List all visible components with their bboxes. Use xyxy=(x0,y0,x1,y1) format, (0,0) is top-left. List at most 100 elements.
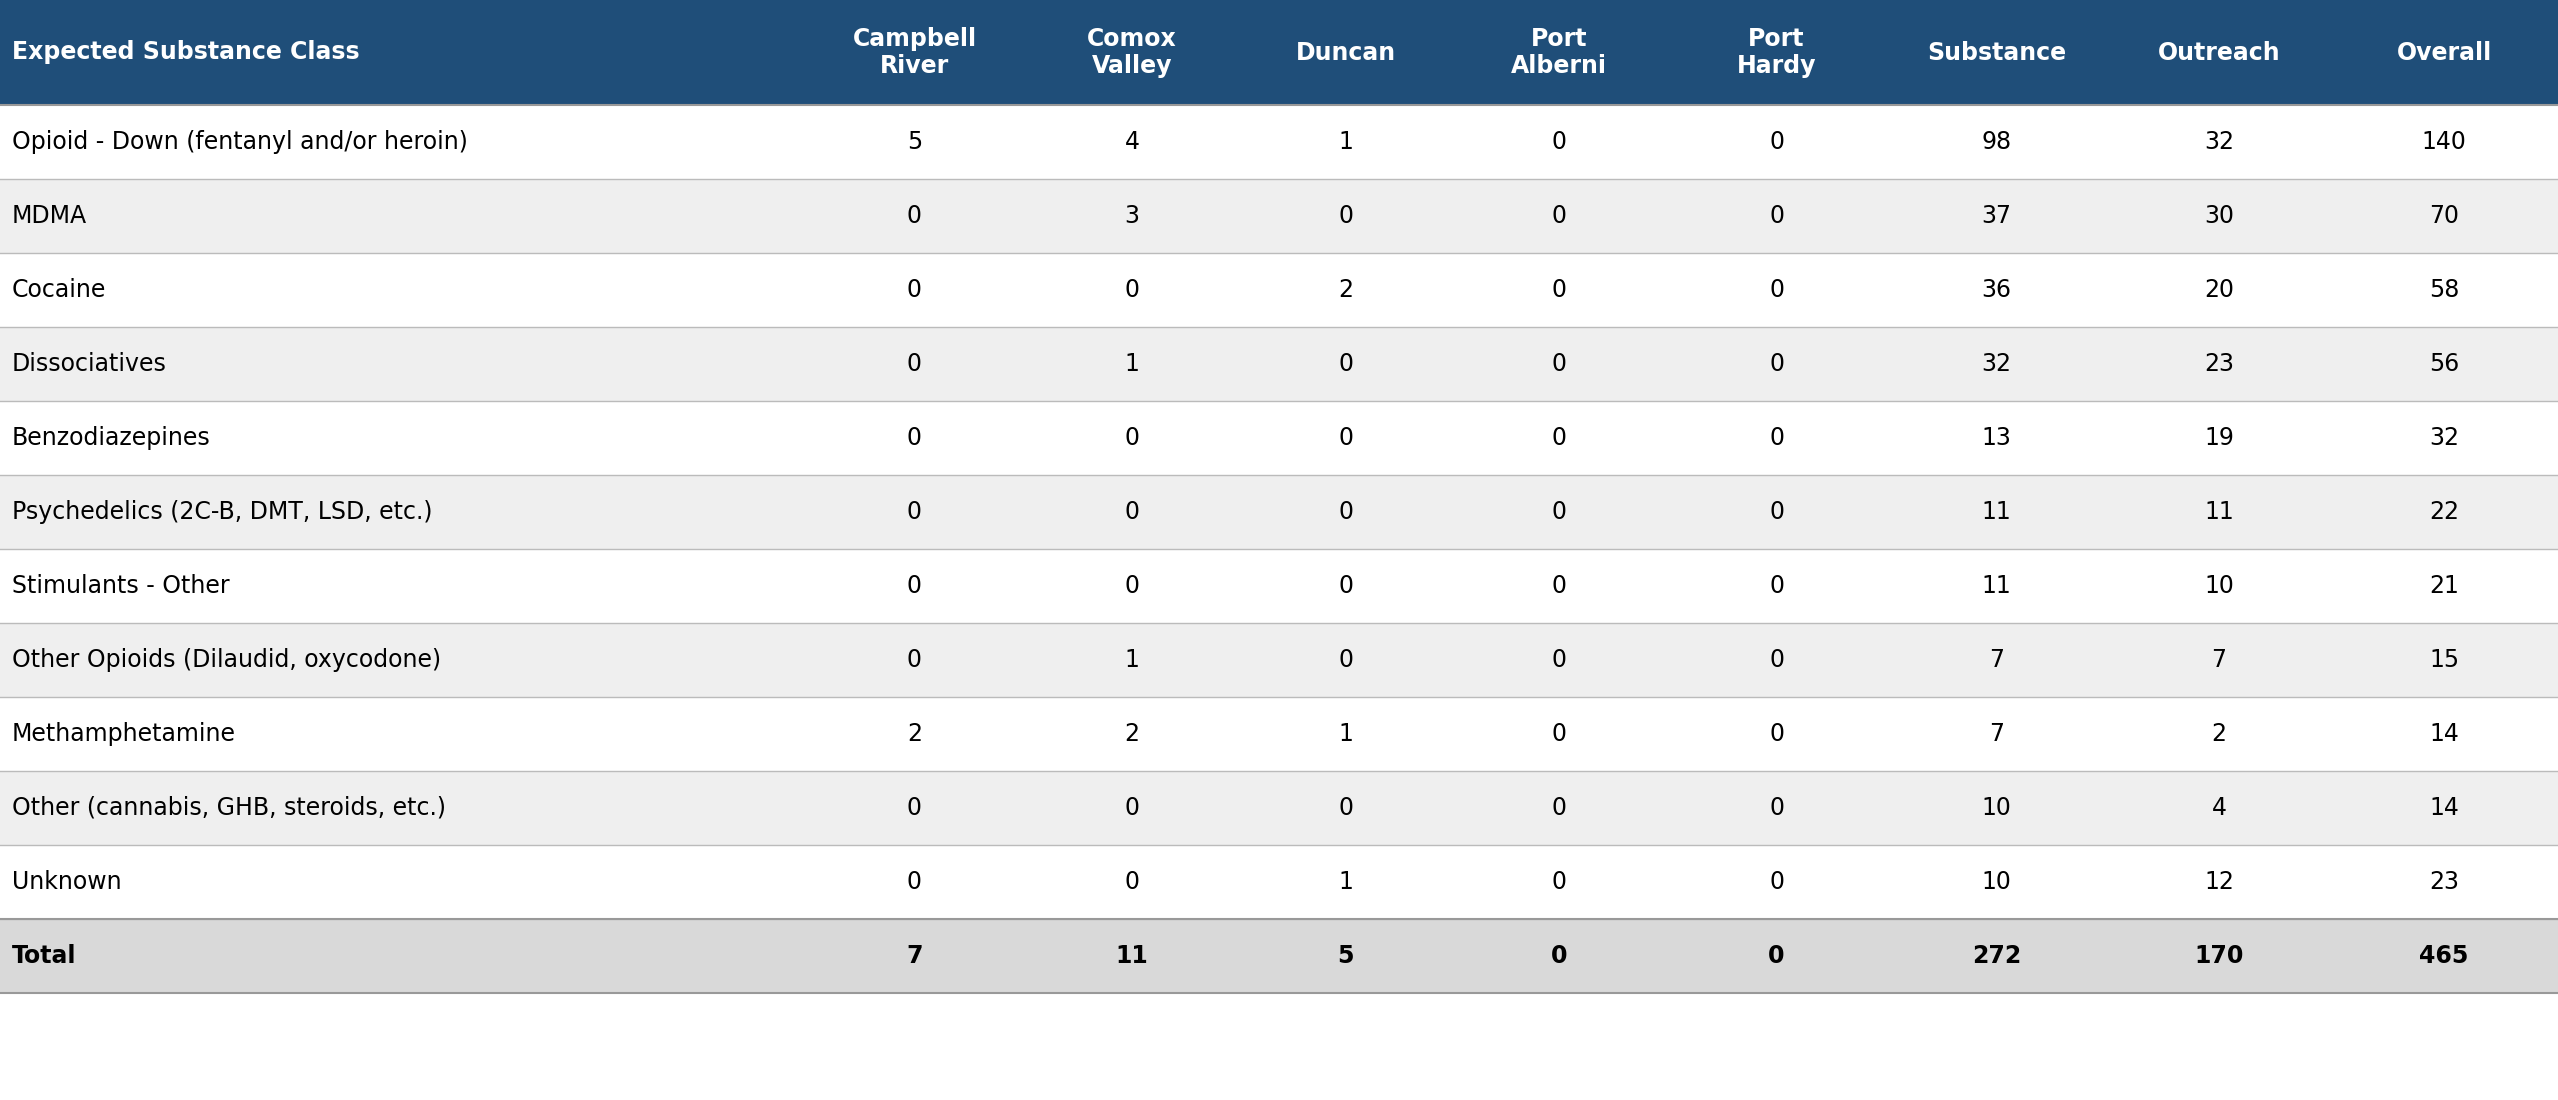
Text: 0: 0 xyxy=(908,352,921,376)
Text: 0: 0 xyxy=(1770,278,1783,303)
Text: 7: 7 xyxy=(2213,648,2225,672)
Bar xyxy=(1023,918,1241,993)
Text: Stimulants - Other: Stimulants - Other xyxy=(13,574,230,598)
Bar xyxy=(1023,697,1241,771)
Text: 4: 4 xyxy=(1126,130,1138,154)
Bar xyxy=(2330,327,2558,402)
Text: 0: 0 xyxy=(1338,796,1353,820)
Bar xyxy=(2330,549,2558,623)
Bar xyxy=(1885,327,2108,402)
Text: 32: 32 xyxy=(2205,130,2233,154)
Bar xyxy=(1668,104,1885,179)
Text: 140: 140 xyxy=(2422,130,2466,154)
Text: 23: 23 xyxy=(2430,870,2458,894)
Text: 10: 10 xyxy=(1982,796,2011,820)
Text: 0: 0 xyxy=(1770,352,1783,376)
Bar xyxy=(0,253,806,327)
Bar xyxy=(2108,0,2330,104)
Bar xyxy=(806,771,1023,845)
Text: Outreach: Outreach xyxy=(2159,41,2279,65)
Text: 21: 21 xyxy=(2430,574,2458,598)
Bar xyxy=(1668,179,1885,253)
Bar xyxy=(806,104,1023,179)
Text: 0: 0 xyxy=(1338,648,1353,672)
Text: 170: 170 xyxy=(2195,944,2243,968)
Text: 0: 0 xyxy=(1770,130,1783,154)
Text: 11: 11 xyxy=(2205,500,2233,524)
Text: Port
Alberni: Port Alberni xyxy=(1512,26,1606,78)
Text: Total: Total xyxy=(13,944,77,968)
Bar xyxy=(1885,253,2108,327)
Text: 0: 0 xyxy=(1553,500,1565,524)
Text: 11: 11 xyxy=(1115,944,1149,968)
Text: 0: 0 xyxy=(1553,352,1565,376)
Bar xyxy=(1023,179,1241,253)
Text: 0: 0 xyxy=(908,574,921,598)
Bar xyxy=(1668,918,1885,993)
Text: Substance: Substance xyxy=(1926,41,2067,65)
Bar xyxy=(1885,697,2108,771)
Bar xyxy=(1023,771,1241,845)
Bar xyxy=(1885,0,2108,104)
Bar xyxy=(2330,771,2558,845)
Text: 2: 2 xyxy=(1338,278,1353,303)
Bar xyxy=(1023,0,1241,104)
Bar xyxy=(806,179,1023,253)
Bar xyxy=(1241,845,1450,918)
Bar xyxy=(1241,697,1450,771)
Text: Port
Hardy: Port Hardy xyxy=(1737,26,1816,78)
Text: 58: 58 xyxy=(2430,278,2458,303)
Text: 70: 70 xyxy=(2430,204,2458,228)
Text: Benzodiazepines: Benzodiazepines xyxy=(13,426,210,450)
Text: 0: 0 xyxy=(1553,870,1565,894)
Bar xyxy=(1885,549,2108,623)
Text: 0: 0 xyxy=(1126,574,1138,598)
Text: 0: 0 xyxy=(1770,648,1783,672)
Bar xyxy=(0,179,806,253)
Text: 14: 14 xyxy=(2430,722,2458,746)
Text: 0: 0 xyxy=(1770,204,1783,228)
Text: 0: 0 xyxy=(1770,796,1783,820)
Bar xyxy=(1885,475,2108,549)
Bar xyxy=(1668,549,1885,623)
Bar xyxy=(1023,549,1241,623)
Text: 5: 5 xyxy=(1338,944,1353,968)
Text: 36: 36 xyxy=(1982,278,2011,303)
Bar xyxy=(1450,104,1668,179)
Text: 0: 0 xyxy=(908,426,921,450)
Text: 1: 1 xyxy=(1126,648,1138,672)
Text: 0: 0 xyxy=(1126,796,1138,820)
Bar xyxy=(806,623,1023,697)
Bar xyxy=(2108,549,2330,623)
Text: 0: 0 xyxy=(908,278,921,303)
Bar xyxy=(1450,402,1668,475)
Text: 0: 0 xyxy=(1553,426,1565,450)
Bar xyxy=(2108,253,2330,327)
Bar xyxy=(1450,179,1668,253)
Bar xyxy=(1023,253,1241,327)
Text: 20: 20 xyxy=(2205,278,2233,303)
Bar xyxy=(1668,623,1885,697)
Text: 0: 0 xyxy=(1553,278,1565,303)
Bar xyxy=(1450,697,1668,771)
Bar xyxy=(806,327,1023,402)
Bar xyxy=(1885,845,2108,918)
Bar xyxy=(1668,327,1885,402)
Bar xyxy=(0,918,806,993)
Text: Overall: Overall xyxy=(2397,41,2491,65)
Text: Other Opioids (Dilaudid, oxycodone): Other Opioids (Dilaudid, oxycodone) xyxy=(13,648,440,672)
Text: 0: 0 xyxy=(1553,574,1565,598)
Text: 1: 1 xyxy=(1338,722,1353,746)
Text: 30: 30 xyxy=(2205,204,2233,228)
Bar xyxy=(2108,475,2330,549)
Bar xyxy=(1450,845,1668,918)
Text: Campbell
River: Campbell River xyxy=(852,26,977,78)
Bar xyxy=(0,402,806,475)
Bar xyxy=(1668,402,1885,475)
Text: 0: 0 xyxy=(908,648,921,672)
Bar xyxy=(1885,918,2108,993)
Text: 7: 7 xyxy=(1990,722,2003,746)
Text: 7: 7 xyxy=(1990,648,2003,672)
Bar xyxy=(0,0,806,104)
Text: 13: 13 xyxy=(1982,426,2011,450)
